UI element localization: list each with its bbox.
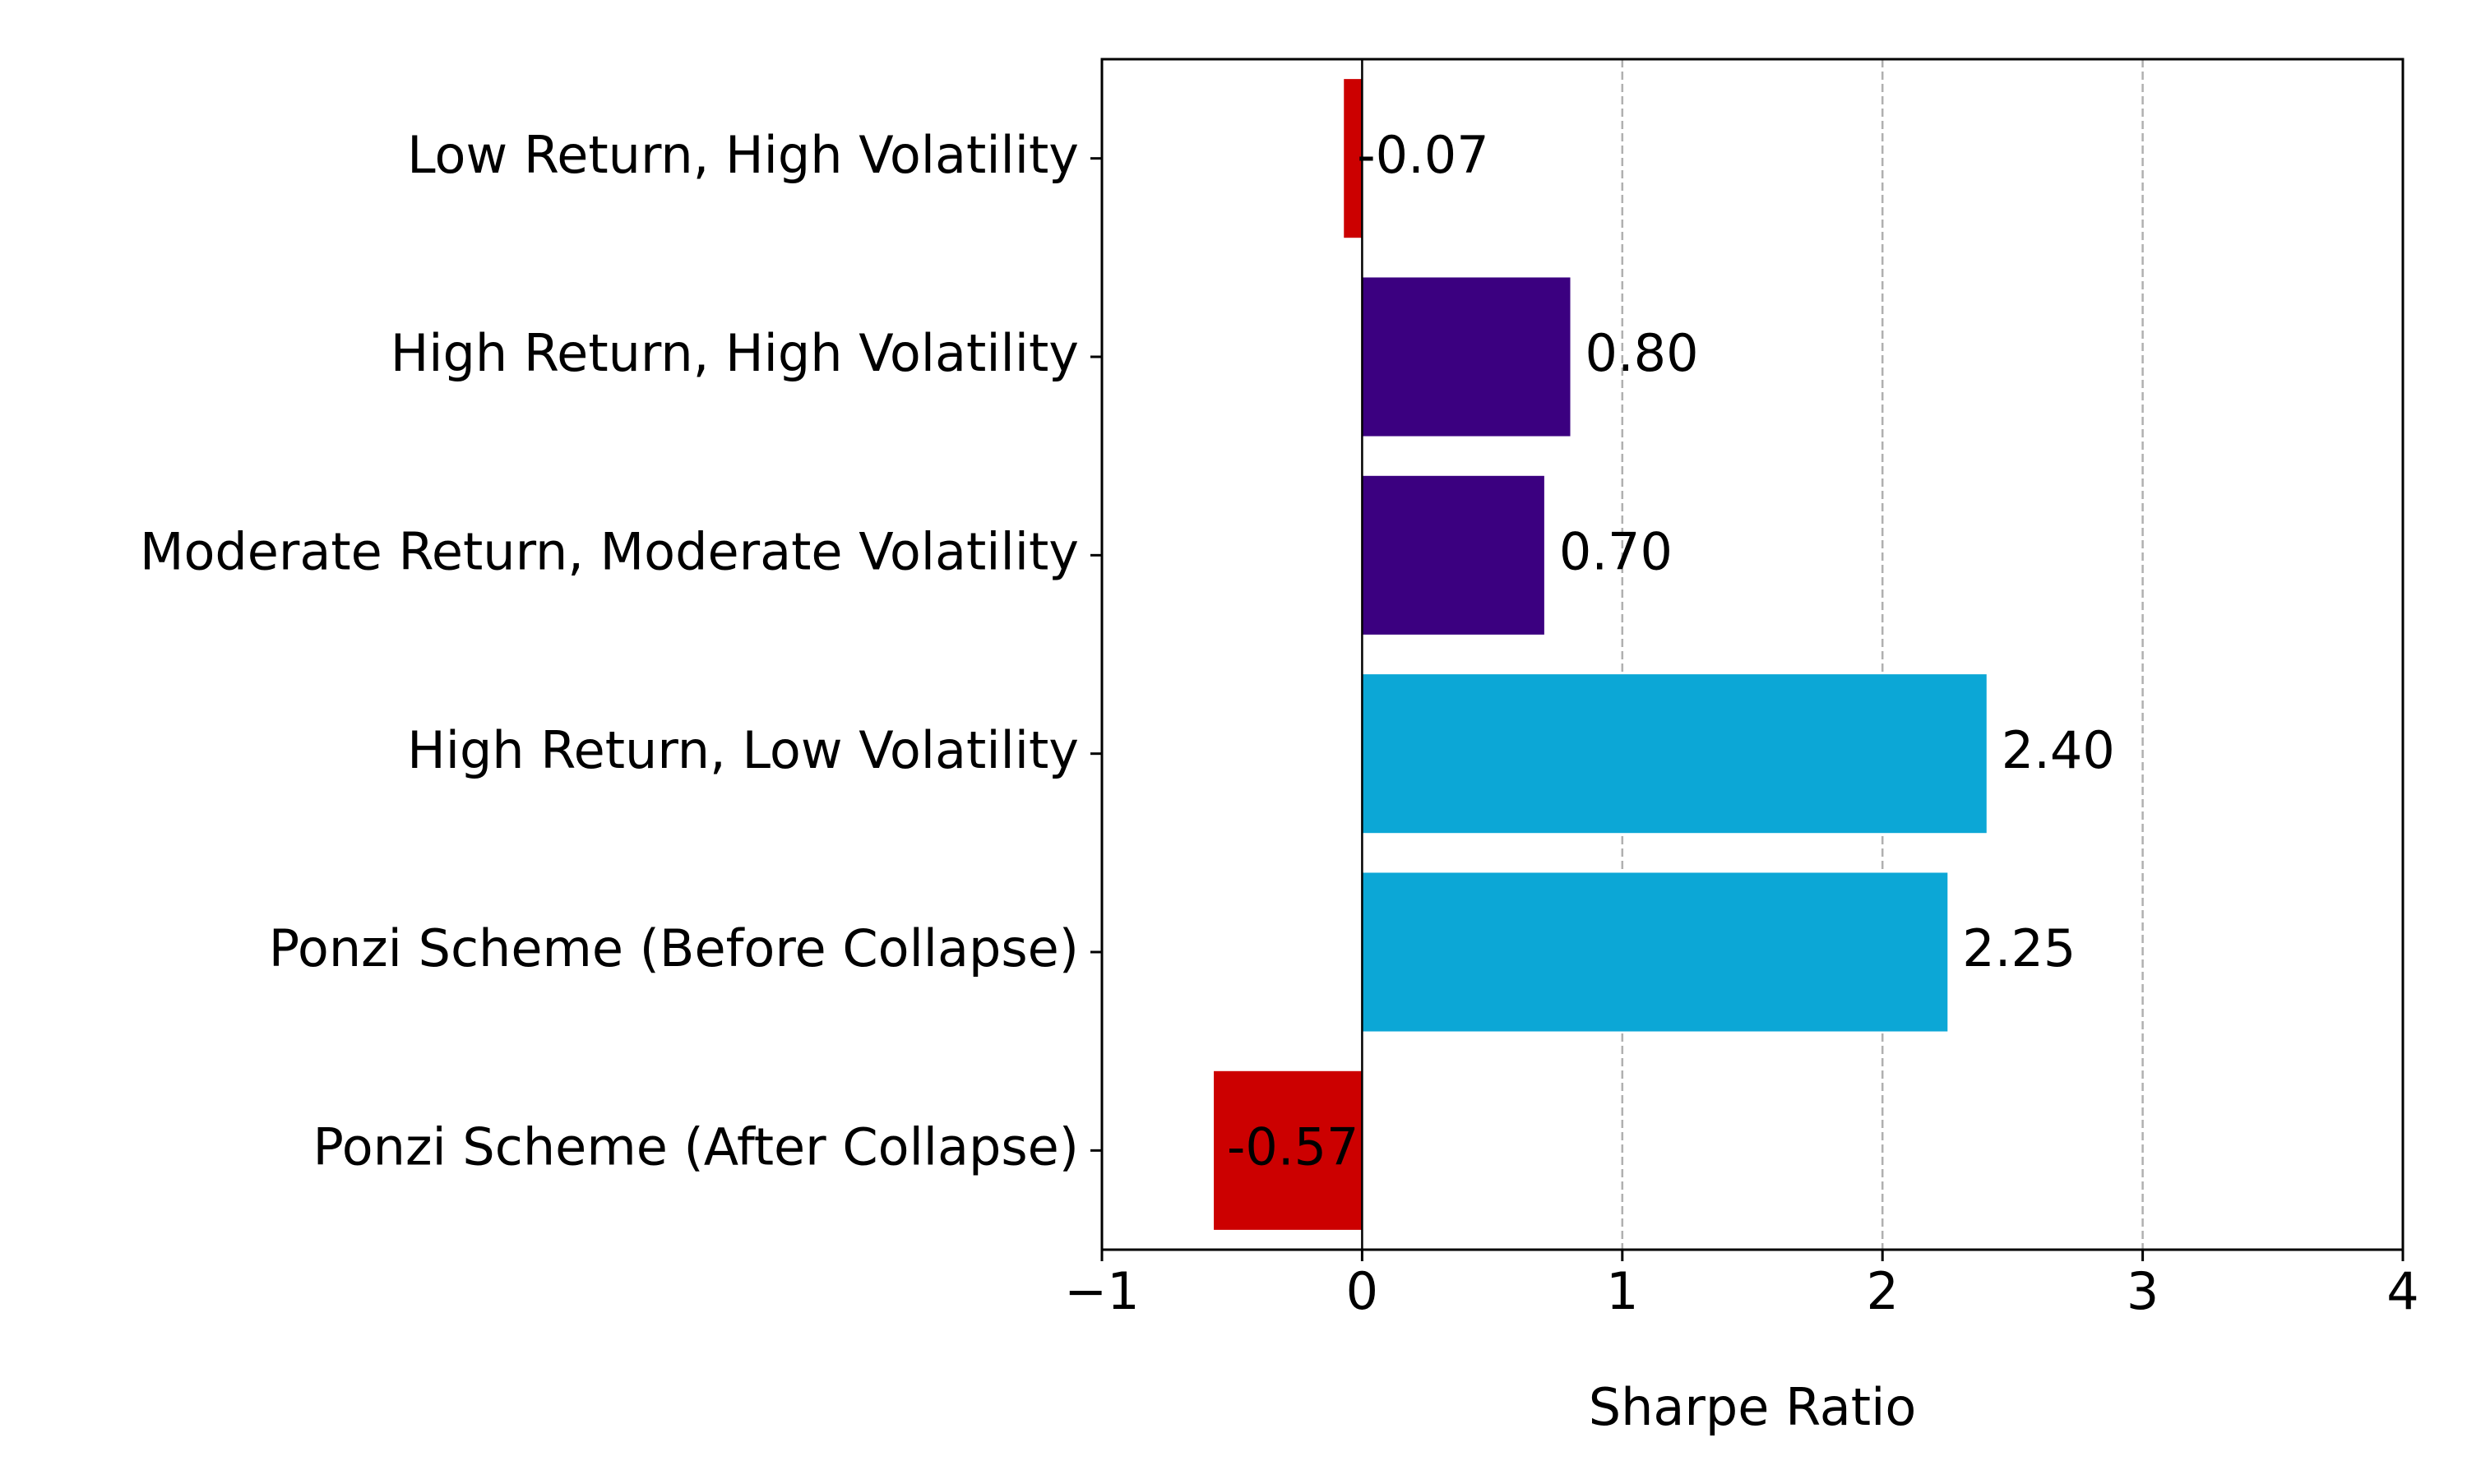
bar-3 [1362,674,1987,834]
x-tick-label-4: 3 [2127,1261,2159,1321]
value-label-4: 2.25 [1962,918,2076,978]
grid-lines [1621,59,2144,1250]
bar-1 [1362,277,1571,437]
x-tick-label-0: −1 [1064,1261,1139,1321]
value-label-1: 0.80 [1585,323,1699,383]
bar-5 [1214,1070,1363,1230]
x-tick-label-1: 0 [1346,1261,1378,1321]
y-category-label-2: Moderate Return, Moderate Volatility [140,521,1079,581]
bar-4 [1362,872,1948,1032]
x-axis-title: Sharpe Ratio [1589,1377,1917,1437]
y-category-label-0: Low Return, High Volatility [407,125,1079,185]
bar-0 [1344,79,1363,238]
value-label-3: 2.40 [2002,720,2115,780]
bar-2 [1362,475,1544,635]
y-category-label-1: High Return, High Volatility [391,323,1079,383]
value-label-5: -0.57 [1227,1116,1358,1177]
axis-ticks: −1 0 1 2 3 4 Low Return, High Volatility High R… [140,125,2419,1321]
plot-border [1100,58,2405,1251]
x-tick-label-2: 1 [1606,1261,1638,1321]
x-tick-label-3: 2 [1866,1261,1898,1321]
y-category-label-3: High Return, Low Volatility [407,720,1079,780]
y-category-label-4: Ponzi Scheme (Before Collapse) [269,918,1079,978]
x-tick-label-5: 4 [2386,1261,2418,1321]
value-label-0: -0.07 [1357,125,1488,185]
plot-frame [1100,58,2405,1251]
value-labels: -0.07 0.80 0.70 2.40 2.25 -0.57 [1227,125,2115,1177]
bars [1214,79,1987,1230]
value-label-2: 0.70 [1559,521,1673,581]
y-category-label-5: Ponzi Scheme (After Collapse) [313,1116,1079,1177]
